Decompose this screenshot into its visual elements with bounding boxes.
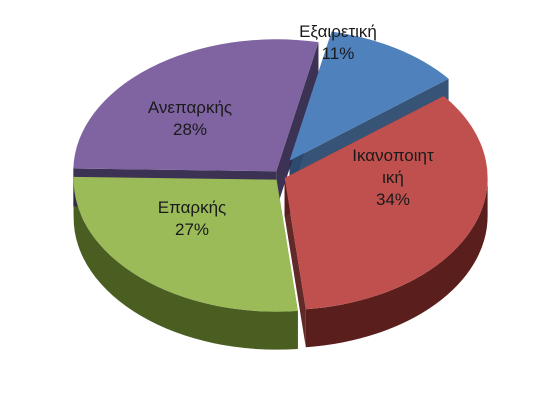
slice-name-2-0: Επαρκής [158, 198, 226, 217]
slice-percent-1: 34% [376, 190, 410, 209]
pie-slice-3 [73, 39, 319, 172]
slice-name-0-0: Εξαιρετική [299, 22, 377, 41]
pie-slice-1 [284, 95, 488, 310]
pie-cut-3-1 [276, 42, 319, 210]
pie-labels: Εξαιρετική 11% Ικανοποιητ ική 34% Επαρκής 27% Α… [148, 22, 434, 239]
slice-label-3: Ανεπαρκής 28% [148, 98, 232, 139]
slice-name-1-1: ική [382, 168, 404, 187]
slice-name-3-0: Ανεπαρκής [148, 98, 232, 117]
slice-name-1-0: Ικανοποιητ [352, 146, 434, 165]
pie-cut-1-1 [284, 177, 306, 348]
pie-slice-2 [73, 176, 298, 312]
slice-percent-3: 28% [173, 120, 207, 139]
slice-label-2: Επαρκής 27% [158, 198, 226, 239]
slice-percent-2: 27% [175, 220, 209, 239]
pie-side-2-0 [73, 179, 298, 350]
slice-label-0: Εξαιρετική 11% [299, 22, 377, 63]
slice-percent-0: 11% [322, 44, 355, 63]
pie-tops [73, 31, 488, 312]
slice-label-1: Ικανοποιητ ική 34% [352, 146, 434, 209]
pie-slice-0 [289, 31, 449, 161]
pie-side-1-0 [305, 177, 488, 348]
